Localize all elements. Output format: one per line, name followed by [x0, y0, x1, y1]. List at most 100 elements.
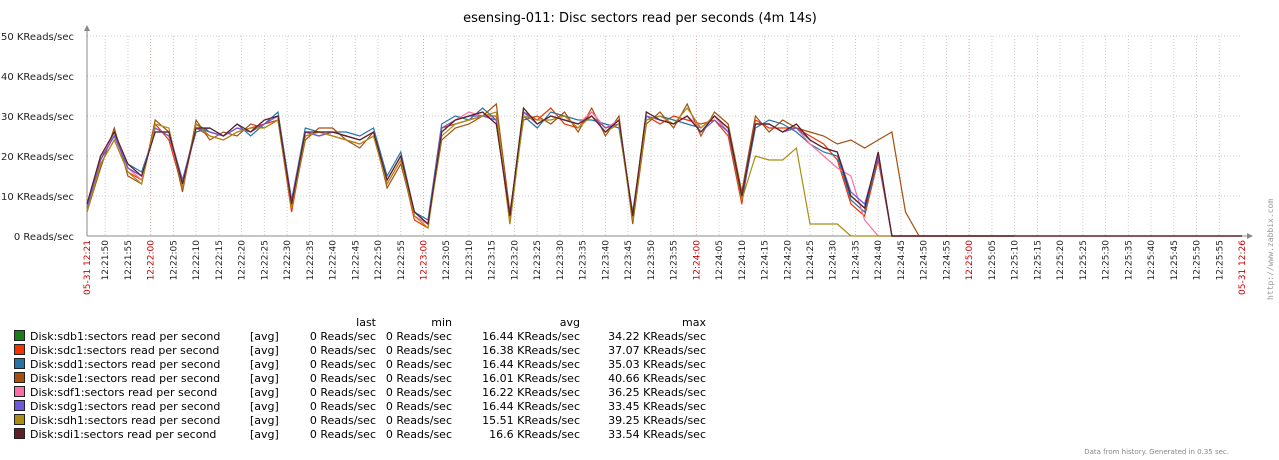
- legend-last: 0 Reads/sec: [309, 344, 376, 357]
- x-tick-label: 12:22:05: [169, 240, 179, 280]
- legend-avg: 16.01 KReads/sec: [482, 372, 580, 385]
- zabbix-watermark: http://www.zabbix.com: [1266, 198, 1275, 300]
- x-tick-label: 12:25:45: [1170, 240, 1180, 280]
- legend-header-min: min: [431, 316, 452, 329]
- legend-header-max: max: [682, 316, 706, 329]
- x-tick-label: 12:23:45: [624, 240, 634, 280]
- x-tick-label: 12:24:30: [829, 240, 839, 281]
- legend-series-name: Disk:sdh1:sectors read per second: [30, 414, 221, 427]
- legend-name-cell: Disk:sdc1:sectors read per second: [14, 344, 250, 358]
- legend-min: 0 Reads/sec: [385, 358, 452, 371]
- legend-avg: 16.44 KReads/sec: [482, 330, 580, 343]
- x-tick-label: 12:22:30: [283, 240, 293, 281]
- legend-series-name: Disk:sdi1:sectors read per second: [30, 428, 217, 441]
- x-tick-label: 12:21:50: [101, 240, 111, 281]
- legend-series-name: Disk:sdg1:sectors read per second: [30, 400, 221, 413]
- x-tick-label: 12:22:15: [215, 240, 225, 280]
- x-tick-label: 12:25:15: [1033, 240, 1043, 280]
- legend-header-row: last min avg max: [14, 316, 706, 330]
- x-tick-label: 12:22:25: [260, 240, 270, 280]
- x-tick-label: 12:25:40: [1147, 240, 1157, 281]
- x-tick-label: 12:23:05: [442, 240, 452, 280]
- legend-color-swatch: [14, 414, 25, 425]
- legend-min: 0 Reads/sec: [385, 414, 452, 427]
- legend-series-name: Disk:sdd1:sectors read per second: [30, 358, 221, 371]
- legend-function: [avg]: [250, 400, 279, 413]
- x-tick-label: 12:22:20: [238, 240, 248, 281]
- legend-avg: 16.44 KReads/sec: [482, 358, 580, 371]
- x-tick-label: 12:22:40: [329, 240, 339, 281]
- y-tick-label: 40 KReads/sec: [1, 72, 74, 83]
- legend-series-name: Disk:sdb1:sectors read per second: [30, 330, 221, 343]
- x-tick-label: 12:22:35: [306, 240, 316, 280]
- legend-min: 0 Reads/sec: [385, 400, 452, 413]
- x-tick-label: 12:25:50: [1193, 240, 1203, 281]
- legend-function: [avg]: [250, 330, 279, 343]
- legend: last min avg max Disk:sdb1:sectors read …: [14, 316, 706, 442]
- legend-name-cell: Disk:sdh1:sectors read per second: [14, 414, 250, 428]
- plot-area: [87, 36, 1242, 236]
- x-tick-label: 12:22:55: [397, 240, 407, 280]
- legend-header-last: last: [356, 316, 376, 329]
- x-tick-label: 12:25:20: [1056, 240, 1066, 281]
- x-tick-label: 12:25:30: [1102, 240, 1112, 281]
- x-tick-label: 12:25:35: [1124, 240, 1134, 280]
- legend-color-swatch: [14, 358, 25, 369]
- legend-row: Disk:sdh1:sectors read per second [avg] 0 …: [14, 414, 706, 428]
- y-tick-label: 10 KReads/sec: [1, 192, 74, 203]
- x-tick-label: 12:24:10: [738, 240, 748, 281]
- legend-function: [avg]: [250, 428, 279, 441]
- legend-function: [avg]: [250, 414, 279, 427]
- x-tick-label: 12:23:50: [647, 240, 657, 281]
- x-tick-label: 12:23:00: [419, 240, 429, 281]
- legend-series-name: Disk:sdf1:sectors read per second: [30, 386, 218, 399]
- legend-min: 0 Reads/sec: [385, 428, 452, 441]
- x-axis-arrow: [1247, 233, 1253, 239]
- y-tick-label: 20 KReads/sec: [1, 152, 74, 163]
- y-tick-label: 30 KReads/sec: [1, 112, 74, 123]
- legend-max: 37.07 KReads/sec: [608, 344, 706, 357]
- y-tick-label: 0 Reads/sec: [14, 232, 74, 243]
- x-tick-label: 12:22:50: [374, 240, 384, 281]
- legend-max: 39.25 KReads/sec: [608, 414, 706, 427]
- legend-max: 36.25 KReads/sec: [608, 386, 706, 399]
- legend-last: 0 Reads/sec: [309, 428, 376, 441]
- x-tick-label: 12:24:55: [942, 240, 952, 280]
- legend-max: 33.54 KReads/sec: [608, 428, 706, 441]
- x-tick-label: 12:24:40: [874, 240, 884, 281]
- x-tick-label: 12:24:25: [806, 240, 816, 280]
- legend-max: 33.45 KReads/sec: [608, 400, 706, 413]
- series-line: [86, 107, 1015, 237]
- series-line: [86, 106, 1015, 237]
- x-tick-label: 12:25:55: [1215, 240, 1225, 280]
- legend-min: 0 Reads/sec: [385, 372, 452, 385]
- x-edge-label: 05-31 12:26: [1238, 240, 1248, 295]
- legend-row: Disk:sdc1:sectors read per second [avg] 0 …: [14, 344, 706, 358]
- y-tick-label: 50 KReads/sec: [1, 32, 74, 43]
- legend-name-cell: Disk:sdi1:sectors read per second: [14, 428, 250, 442]
- x-tick-label: 12:25:00: [965, 240, 975, 281]
- legend-last: 0 Reads/sec: [309, 400, 376, 413]
- x-tick-label: 12:25:05: [988, 240, 998, 280]
- legend-name-cell: Disk:sde1:sectors read per second: [14, 372, 250, 386]
- legend-last: 0 Reads/sec: [309, 414, 376, 427]
- legend-name-cell: Disk:sdb1:sectors read per second: [14, 330, 250, 344]
- series-line: [86, 102, 1015, 237]
- legend-name-cell: Disk:sdf1:sectors read per second: [14, 386, 250, 400]
- legend-color-swatch: [14, 400, 25, 411]
- legend-function: [avg]: [250, 344, 279, 357]
- x-tick-label: 12:24:50: [920, 240, 930, 281]
- x-tick-label: 12:22:00: [147, 240, 157, 281]
- x-tick-label: 12:23:25: [533, 240, 543, 280]
- legend-row: Disk:sdd1:sectors read per second [avg] 0 …: [14, 358, 706, 372]
- x-tick-label: 12:23:10: [465, 240, 475, 281]
- legend-color-swatch: [14, 344, 25, 355]
- legend-color-swatch: [14, 386, 25, 397]
- x-tick-label: 12:23:30: [556, 240, 566, 281]
- x-tick-label: 12:23:20: [510, 240, 520, 281]
- legend-min: 0 Reads/sec: [385, 344, 452, 357]
- legend-row: Disk:sdf1:sectors read per second [avg] 0 …: [14, 386, 706, 400]
- x-tick-label: 12:23:55: [670, 240, 680, 280]
- generation-footer: Data from history. Generated in 0.35 sec…: [1084, 448, 1229, 456]
- legend-name-cell: Disk:sdd1:sectors read per second: [14, 358, 250, 372]
